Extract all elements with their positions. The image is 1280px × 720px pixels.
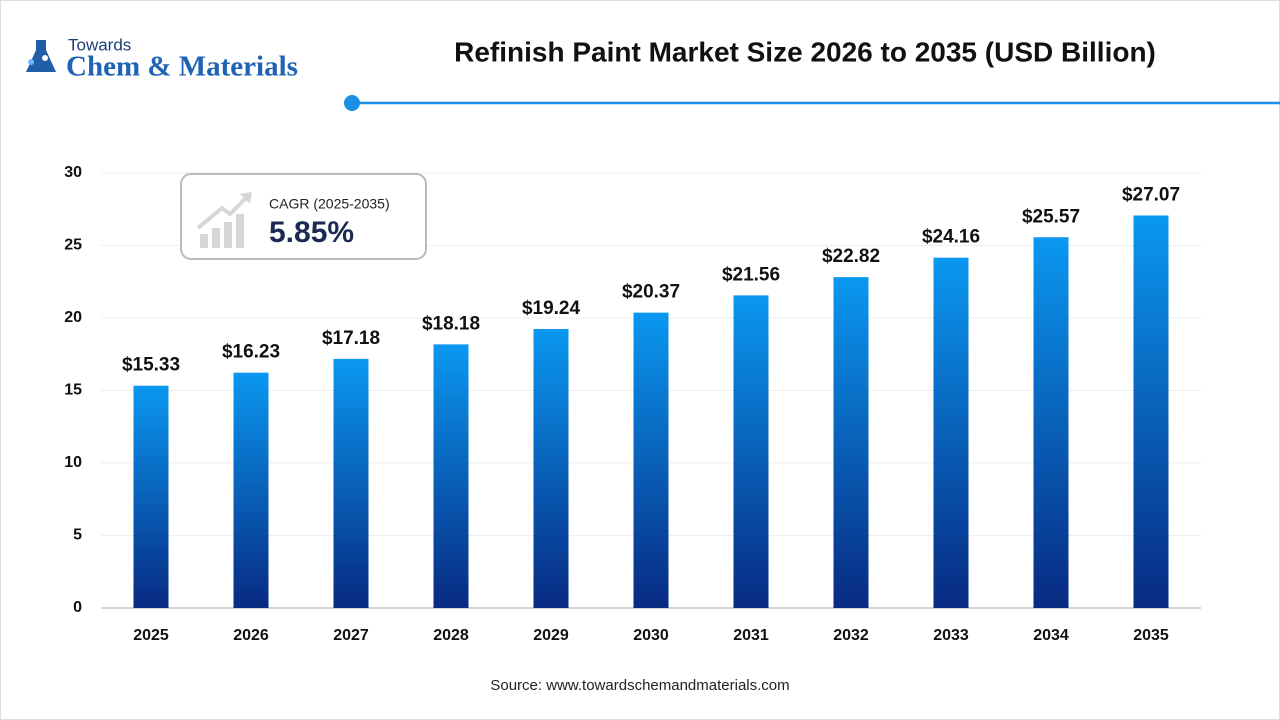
y-tick-label: 25 [64, 237, 82, 254]
bar [433, 344, 469, 608]
x-tick-label: 2034 [1033, 627, 1069, 644]
y-tick-label: 30 [64, 164, 82, 181]
cagr-label: CAGR (2025-2035) [269, 196, 390, 212]
chart-title: Refinish Paint Market Size 2026 to 2035 … [454, 36, 1156, 67]
value-label: $27.07 [1122, 185, 1180, 206]
value-label: $24.16 [922, 227, 980, 248]
y-tick-label: 10 [64, 454, 82, 471]
cagr-box: CAGR (2025-2035) 5.85% [180, 173, 427, 260]
x-tick-label: 2029 [533, 627, 569, 644]
logo: Towards Chem & Materials [26, 35, 298, 83]
x-tick-label: 2033 [933, 627, 969, 644]
logo-main: Chem & Materials [66, 51, 298, 83]
source: Source: www.towardschemandmaterials.com [490, 677, 789, 694]
x-tick-label: 2026 [233, 627, 269, 644]
x-tick-label: 2035 [1133, 627, 1169, 644]
value-label: $19.24 [522, 298, 581, 319]
value-label: $20.37 [622, 282, 680, 303]
logo-top: Towards [68, 35, 131, 54]
x-tick-label: 2028 [433, 627, 469, 644]
title-dot [344, 95, 360, 111]
bar [633, 312, 669, 608]
bar [1133, 215, 1169, 609]
bar [933, 257, 969, 608]
x-tick-label: 2025 [133, 627, 169, 644]
value-label: $16.23 [222, 342, 280, 363]
x-tick-label: 2027 [333, 627, 369, 644]
bar [833, 277, 869, 608]
x-tick-label: 2032 [833, 627, 869, 644]
y-tick-label: 5 [73, 527, 82, 544]
value-label: $18.18 [422, 313, 480, 334]
value-label: $25.57 [1022, 206, 1080, 227]
value-label: $21.56 [722, 264, 780, 285]
bar [533, 329, 569, 608]
x-tick-label: 2030 [633, 627, 669, 644]
bar [333, 358, 369, 608]
x-tick-label: 2031 [733, 627, 769, 644]
value-label: $17.18 [322, 328, 380, 349]
bar [1033, 237, 1069, 609]
value-label: $22.82 [822, 246, 880, 267]
y-tick-label: 20 [64, 309, 82, 326]
bar [733, 295, 769, 608]
y-tick-label: 0 [73, 599, 82, 616]
y-tick-label: 15 [64, 382, 82, 399]
bar [133, 385, 169, 608]
value-label: $15.33 [122, 355, 180, 376]
cagr-value: 5.85% [269, 216, 354, 249]
bar [233, 372, 269, 608]
